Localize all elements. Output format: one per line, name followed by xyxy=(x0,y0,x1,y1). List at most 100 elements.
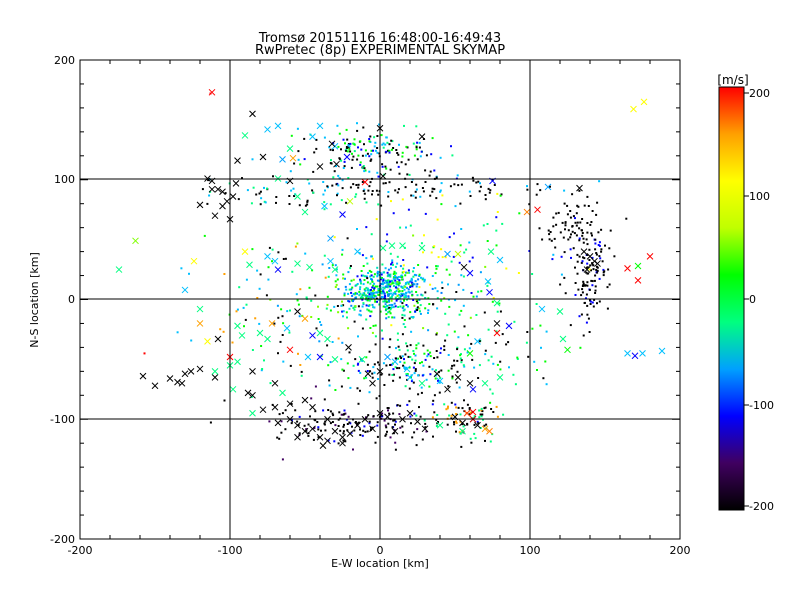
data-point-dot xyxy=(284,257,287,260)
data-point-dot xyxy=(364,289,367,292)
data-point-dot xyxy=(347,143,350,145)
data-point-dot xyxy=(223,273,226,275)
data-point-dot xyxy=(347,271,350,274)
data-point-dot xyxy=(402,264,405,267)
data-point-dot xyxy=(337,418,340,421)
data-point-dot xyxy=(492,297,495,299)
data-point-dot xyxy=(376,424,379,427)
data-point-dot xyxy=(426,349,429,352)
data-point-dot xyxy=(394,265,397,268)
data-point-dot xyxy=(368,170,371,173)
data-point-dot xyxy=(345,311,348,314)
data-point-dot xyxy=(402,267,405,270)
data-point-dot xyxy=(342,167,345,169)
data-point-dot xyxy=(401,151,404,154)
data-point-dot xyxy=(381,282,384,285)
data-point-dot xyxy=(408,317,411,320)
data-point-dot xyxy=(585,293,588,296)
data-point-dot xyxy=(381,263,384,266)
data-point-dot xyxy=(348,307,351,310)
data-point-cross xyxy=(229,193,237,200)
data-point-dot xyxy=(338,132,341,135)
data-point-dot xyxy=(394,291,397,293)
data-point-dot xyxy=(567,229,570,232)
data-point-dot xyxy=(412,194,415,197)
data-point-dot xyxy=(436,218,439,221)
data-point-dot xyxy=(292,187,295,190)
data-point-cross xyxy=(403,365,411,373)
data-point-dot xyxy=(422,364,425,367)
data-point-dot xyxy=(586,284,589,287)
data-point-dot xyxy=(433,357,436,359)
data-point-dot xyxy=(346,146,348,149)
data-point-dot xyxy=(354,305,357,308)
data-point-dot xyxy=(412,366,415,369)
data-point-cross xyxy=(214,185,222,193)
data-point-dot xyxy=(578,239,581,242)
data-point-dot xyxy=(528,250,531,252)
data-point-dot xyxy=(447,323,450,326)
colorbar-unit: [m/s] xyxy=(717,73,748,87)
data-point-dot xyxy=(394,189,397,192)
data-point-dot xyxy=(592,268,595,271)
data-point-dot xyxy=(271,260,273,263)
data-point-dot xyxy=(569,324,572,327)
data-point-dot xyxy=(354,195,357,198)
data-point-dot xyxy=(366,363,369,366)
data-point-dot xyxy=(368,422,371,425)
data-point-dot xyxy=(443,297,446,300)
data-point-dot xyxy=(396,161,398,164)
data-point-dot xyxy=(547,229,550,232)
data-point-dot xyxy=(496,211,499,213)
data-point-dot xyxy=(562,236,565,239)
data-point-dot xyxy=(599,257,602,260)
data-point-dot xyxy=(390,303,393,306)
data-point-dot xyxy=(450,414,453,417)
x-tick-label: -200 xyxy=(68,544,93,557)
data-point-dot xyxy=(446,407,449,410)
data-point-dot xyxy=(386,275,389,278)
data-point-dot xyxy=(356,275,359,278)
data-point-dot xyxy=(478,364,481,367)
data-point-cross xyxy=(294,193,301,200)
data-point-dot xyxy=(399,265,402,268)
data-point-dot xyxy=(446,423,449,426)
data-point-dot xyxy=(598,244,601,247)
data-point-dot xyxy=(304,252,307,255)
data-point-dot xyxy=(496,192,499,195)
data-point-dot xyxy=(527,355,530,358)
data-point-dot xyxy=(267,266,270,269)
data-point-dot xyxy=(416,301,419,304)
data-point-dot xyxy=(382,142,385,145)
data-point-dot xyxy=(371,190,374,192)
data-point-dot xyxy=(381,412,384,415)
data-point-cross xyxy=(259,153,267,161)
data-point-dot xyxy=(326,185,329,188)
data-point-dot xyxy=(601,260,604,263)
data-point-dot xyxy=(383,296,385,299)
data-point-dot xyxy=(423,352,426,355)
data-point-dot xyxy=(461,407,464,410)
data-point-dot xyxy=(544,360,547,363)
data-point-dot xyxy=(489,440,492,443)
data-point-dot xyxy=(358,290,361,293)
data-point-dot xyxy=(384,143,387,146)
data-point-dot xyxy=(359,292,362,295)
data-point-dot xyxy=(276,436,279,439)
data-point-dot xyxy=(407,288,410,291)
data-point-dot xyxy=(479,185,482,188)
data-point-dot xyxy=(299,288,302,291)
data-point-dot xyxy=(545,330,548,333)
data-point-dot xyxy=(387,149,389,152)
data-point-dot xyxy=(349,265,352,267)
data-point-dot xyxy=(420,276,422,279)
data-point-dot xyxy=(479,182,481,185)
data-point-dot xyxy=(386,281,388,284)
data-point-dot xyxy=(582,256,584,259)
data-point-dot xyxy=(224,192,227,195)
data-point-dot xyxy=(450,260,453,263)
data-point-dot xyxy=(319,321,321,324)
data-point-dot xyxy=(432,303,434,306)
data-point-dot xyxy=(469,316,472,319)
data-point-cross xyxy=(469,408,477,416)
